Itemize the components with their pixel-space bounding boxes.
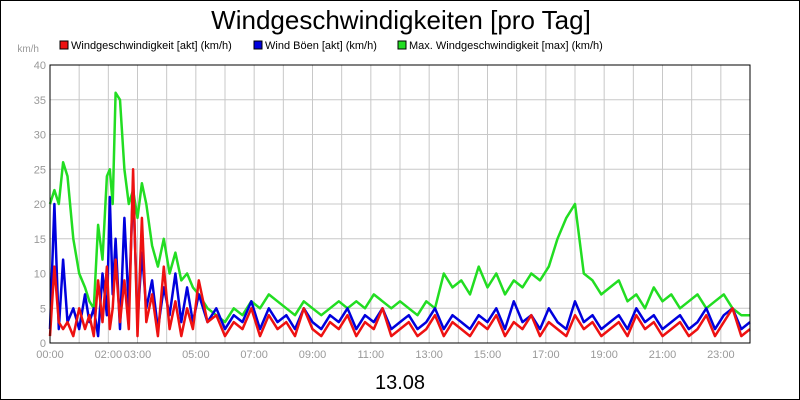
legend-label: Wind Böen [akt] (km/h) (265, 40, 377, 52)
legend-swatch (59, 40, 69, 50)
x-tick-label: 05:00 (182, 349, 210, 361)
x-tick-label: 23:00 (707, 349, 735, 361)
y-tick-label: 15 (34, 234, 46, 246)
plot-area (48, 64, 751, 344)
chart-subtitle: 13.08 (375, 372, 425, 394)
y-tick-label: 5 (40, 303, 46, 315)
plot-border (49, 64, 751, 344)
x-tick-label: 03:00 (124, 349, 152, 361)
x-tick-label: 19:00 (590, 349, 618, 361)
x-axis-ticks: 00:00 02:00 03:00 05:00 07:00 09:00 11:00 13:00… (36, 349, 734, 361)
series-line (48, 91, 750, 324)
legend-label: Max. Windgeschwindigkeit [max] (km/h) (409, 40, 603, 52)
x-tick-label: 21:00 (649, 349, 677, 361)
x-tick-label: 02:00 (95, 349, 123, 361)
y-tick-label: 35 (34, 95, 46, 107)
y-tick-label: 30 (34, 130, 46, 142)
y-tick-label: 20 (34, 199, 46, 211)
x-tick-label: 11:00 (357, 349, 384, 361)
legend-swatch (397, 40, 407, 50)
x-tick-label: 09:00 (299, 349, 327, 361)
legend-label: Windgeschwindigkeit [akt] (km/h) (71, 40, 232, 52)
y-tick-label: 40 (34, 60, 46, 72)
legend: Windgeschwindigkeit [akt] (km/h) Wind Böe… (59, 40, 603, 52)
y-axis-unit: km/h (17, 44, 39, 55)
y-tick-label: 25 (34, 164, 46, 176)
x-tick-label: 07:00 (240, 349, 268, 361)
chart-title: Windgeschwindigkeiten [pro Tag] (211, 5, 591, 35)
x-tick-label: 15:00 (474, 349, 502, 361)
x-tick-label: 17:00 (532, 349, 560, 361)
y-tick-label: 0 (40, 338, 46, 350)
y-tick-label: 10 (34, 269, 46, 281)
legend-swatch (253, 40, 263, 50)
y-axis-ticks: 0 5 10 15 20 25 30 35 40 (34, 60, 46, 350)
series-line (48, 168, 751, 338)
x-tick-label: 13:00 (415, 349, 443, 361)
x-tick-label: 00:00 (36, 349, 64, 361)
